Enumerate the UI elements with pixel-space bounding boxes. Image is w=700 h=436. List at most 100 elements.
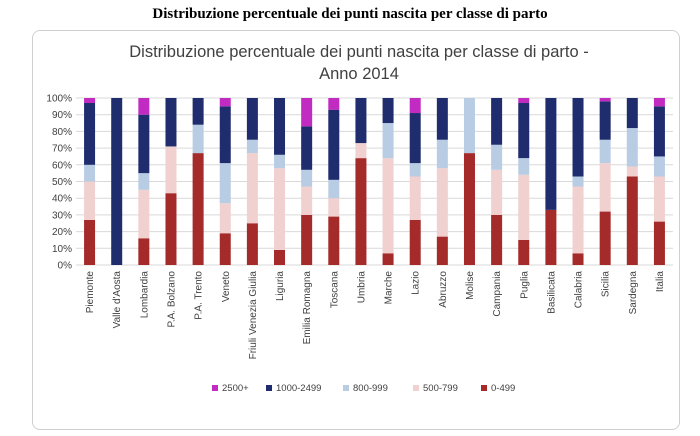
bar-segment (192, 153, 204, 265)
chart-title-line-2: Anno 2014 (319, 65, 399, 83)
y-tick-label: 30% (52, 210, 72, 221)
bar-segment (84, 98, 96, 104)
bar-segment (246, 139, 258, 154)
page-heading: Distribuzione percentuale dei punti nasc… (152, 6, 548, 22)
bar-segment (165, 193, 177, 265)
category-label: Sicilia (601, 271, 612, 298)
bar-segment (84, 181, 96, 220)
category-label: Friuli Venezia Giulia (248, 271, 259, 360)
bar-segment (599, 101, 611, 140)
bars (84, 98, 665, 265)
y-tick-label: 50% (52, 177, 72, 188)
category-label: Molise (465, 271, 476, 300)
bar-segment (301, 214, 313, 265)
bar-segment (491, 98, 503, 145)
bar-segment (436, 98, 448, 140)
y-axis-ticks: 0% 10% 20% 30% 40% 50% 60% 70% 80% 90% 100% (46, 94, 72, 272)
bar-segment (599, 139, 611, 164)
category-label: Campania (492, 271, 503, 317)
legend-label: 1000-2499 (276, 383, 321, 394)
bar-segment (572, 176, 584, 187)
bar-segment (138, 173, 150, 190)
category-label: Liguria (275, 271, 286, 301)
bar-segment (463, 98, 475, 154)
bar-segment (219, 233, 231, 265)
category-label: Emilia Romagna (302, 271, 313, 345)
bar-segment (219, 98, 231, 107)
bar-segment (409, 113, 421, 164)
y-tick-label: 60% (52, 160, 72, 171)
bar-segment (111, 98, 123, 265)
bar-segment (219, 203, 231, 234)
bar-segment (572, 98, 584, 177)
bar-segment (328, 179, 340, 199)
bar-segment (599, 211, 611, 265)
bar-segment (246, 98, 258, 140)
legend-label: 500-799 (423, 383, 458, 394)
bar-segment (409, 219, 421, 265)
y-tick-label: 100% (46, 94, 72, 105)
y-tick-label: 40% (52, 194, 72, 205)
bar-segment (463, 153, 475, 265)
bar-segment (653, 221, 665, 265)
bar-segment (518, 174, 530, 240)
y-tick-label: 20% (52, 227, 72, 238)
bar-segment (626, 128, 638, 167)
bar-segment (246, 153, 258, 224)
bar-segment (274, 98, 286, 155)
category-label: Basilicata (546, 271, 557, 314)
bar-segment (138, 189, 150, 239)
category-label: Abruzzo (438, 271, 449, 308)
bar-segment (436, 168, 448, 237)
bar-segment (626, 98, 638, 129)
bar-segment (653, 176, 665, 222)
bar-segment (409, 98, 421, 114)
bar-segment (138, 98, 150, 115)
bar-segment (491, 214, 503, 265)
bar-segment (328, 216, 340, 265)
bar-segment (599, 98, 611, 102)
y-tick-label: 90% (52, 110, 72, 121)
bar-segment (301, 98, 313, 127)
category-label: Piemonte (85, 271, 96, 314)
bar-segment (491, 169, 503, 215)
legend-swatch (481, 385, 487, 391)
legend-swatch (413, 385, 419, 391)
bar-segment (491, 144, 503, 170)
bar-segment (545, 98, 557, 210)
bar-segment (355, 98, 367, 144)
legend-label: 800-999 (353, 383, 388, 394)
bar-segment (192, 98, 204, 125)
category-label: Lombardia (139, 271, 150, 319)
bar-segment (409, 176, 421, 220)
legend-label: 0-499 (491, 383, 515, 394)
bar-segment (219, 106, 231, 164)
bar-segment (518, 158, 530, 175)
bar-segment (274, 168, 286, 250)
bar-segment (599, 163, 611, 212)
legend-swatch (212, 385, 218, 391)
y-tick-label: 10% (52, 244, 72, 255)
bar-segment (192, 124, 204, 154)
legend: 2500+ 1000-2499 800-999 500-799 0-499 (212, 383, 515, 394)
bar-segment (653, 98, 665, 107)
x-axis-categories: Piemonte Valle d'Aosta Lombardia P.A. Bolza… (85, 271, 666, 360)
bar-segment (626, 176, 638, 265)
bar-segment (382, 123, 394, 159)
bar-segment (274, 154, 286, 169)
category-label: Marche (384, 271, 395, 305)
bar-segment (653, 106, 665, 157)
legend-swatch (266, 385, 272, 391)
bar-segment (653, 156, 665, 177)
bar-segment (382, 253, 394, 265)
bar-segment (382, 158, 394, 254)
bar-segment (518, 239, 530, 265)
category-label: Italia (655, 271, 666, 293)
bar-segment (138, 114, 150, 174)
bar-segment (545, 209, 557, 265)
bar-segment (626, 166, 638, 177)
bar-segment (436, 139, 448, 169)
category-label: Toscana (329, 271, 340, 309)
bar-segment (572, 186, 584, 254)
bar-segment (409, 163, 421, 177)
